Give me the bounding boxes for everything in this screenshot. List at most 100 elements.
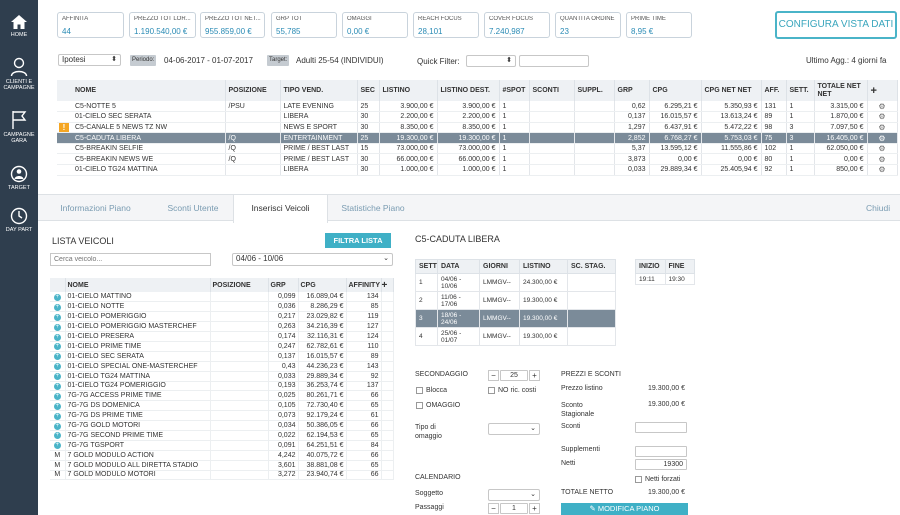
col-header[interactable]: AFFINITY xyxy=(346,278,382,292)
col-header[interactable]: TIPO VEND. xyxy=(280,80,358,101)
row-settings-button[interactable]: ⚙ xyxy=(867,122,898,134)
add-vehicle-row-button[interactable]: + xyxy=(50,420,66,431)
tab-informazioni-piano[interactable]: Informazioni Piano xyxy=(60,203,131,213)
col-header[interactable]: SETT. xyxy=(786,80,815,101)
plan-table-row[interactable]: C5-BREAKIN SELFIE/Q PRIME / BEST LAST 15 73… xyxy=(57,143,898,155)
plan-table-row[interactable]: C5-NOTTE 5/PSU LATE EVENING 25 3.900,00 € 3.… xyxy=(57,101,898,113)
quick-filter-input[interactable] xyxy=(519,55,589,67)
blocca-checkbox[interactable] xyxy=(416,387,423,394)
vehicle-row[interactable]: +7G-7G GOLD MOTORI 0,034 50.386,05 €66 xyxy=(50,420,394,431)
vehicle-row[interactable]: +01-CIELO PRESERA 0,174 32.116,31 €124 xyxy=(50,331,394,342)
vehicle-row[interactable]: +7G-7G DS DOMENICA 0,105 72.730,40 €65 xyxy=(50,400,394,412)
nav-home[interactable]: HOME xyxy=(0,14,38,38)
col-header[interactable]: SUPPL. xyxy=(574,80,615,101)
row-settings-button[interactable]: ⚙ xyxy=(867,111,898,123)
col-header[interactable]: #SPOT xyxy=(499,80,530,101)
secondaggio-input[interactable]: 25 xyxy=(500,370,528,381)
col-header[interactable]: SCONTI xyxy=(529,80,575,101)
col-header[interactable]: SEC xyxy=(357,80,380,101)
sconti-input[interactable] xyxy=(635,422,687,433)
add-vehicle-row-button[interactable]: + xyxy=(50,331,66,342)
col-header[interactable]: AFF. xyxy=(761,80,787,101)
nav-campagne-gara[interactable]: CAMPAGNE GARA xyxy=(0,110,38,144)
row-settings-button[interactable]: ⚙ xyxy=(867,143,898,155)
add-vehicle-row-button[interactable]: + xyxy=(50,410,66,422)
passaggi-input[interactable]: 1 xyxy=(500,503,528,514)
add-vehicle-row-button[interactable]: + xyxy=(50,301,66,313)
add-vehicle-row-button[interactable]: + xyxy=(50,440,66,451)
add-vehicle-row-button[interactable]: + xyxy=(50,321,66,333)
plan-table-row[interactable]: C5-BREAKIN NEWS WE/Q PRIME / BEST LAST 30 6… xyxy=(57,153,898,166)
plan-table-row[interactable]: 01-CIELO TG24 MATTINA LIBERA 30 1.000,00 € 1… xyxy=(57,164,898,176)
vehicle-row[interactable]: M 7 GOLD MODULO ALL DIRETTA STADIO 3,601 38… xyxy=(50,460,394,471)
col-header[interactable]: LISTINO xyxy=(379,80,438,101)
vehicle-row[interactable]: +01-CIELO SPECIAL ONE-MASTERCHEF 0,43 44.2… xyxy=(50,361,394,372)
vehicle-row[interactable]: +7G-7G TGSPORT 0,091 64.251,51 €84 xyxy=(50,440,394,451)
row-settings-button[interactable]: ⚙ xyxy=(867,132,898,144)
filtra-lista-button[interactable]: FILTRA LISTA xyxy=(325,233,391,248)
vehicle-row[interactable]: +01-CIELO NOTTE 0,036 8.286,29 €85 xyxy=(50,301,394,313)
close-link[interactable]: Chiudi xyxy=(866,203,891,213)
col-header[interactable]: GRP xyxy=(614,80,650,101)
secondaggio-decrement-button[interactable]: − xyxy=(488,370,499,381)
plan-table-row[interactable]: 01-CIELO SEC SERATA LIBERA 30 2.200,00 € 2.2… xyxy=(57,111,898,123)
vehicle-row[interactable]: M 7 GOLD MODULO ACTION 4,242 40.075,72 €66 xyxy=(50,450,394,461)
passaggi-decrement-button[interactable]: − xyxy=(488,503,499,514)
row-settings-button[interactable]: ⚙ xyxy=(867,164,898,176)
vehicle-row[interactable]: +7G-7G ACCESS PRIME TIME 0,025 80.261,71 €… xyxy=(50,390,394,402)
col-header[interactable]: GRP xyxy=(268,278,299,292)
add-vehicle-row-button[interactable]: M xyxy=(50,470,66,481)
col-header[interactable]: CPG xyxy=(298,278,347,292)
vehicle-row[interactable]: +01-CIELO TG24 POMERIGGIO 0,193 36.253,74 … xyxy=(50,381,394,392)
tab-inserisci-veicoli[interactable]: Inserisci Veicoli xyxy=(233,195,328,223)
row-settings-button[interactable]: ⚙ xyxy=(867,153,898,166)
tab-sconti-utente[interactable]: Sconti Utente xyxy=(167,203,219,213)
vehicle-row[interactable]: +7G-7G SECOND PRIME TIME 0,022 62.194,53 €… xyxy=(50,430,394,441)
sett-row[interactable]: 4 25/06 - 01/07 LMMGV-- 19.300,00 € xyxy=(415,327,616,346)
add-vehicle-row-button[interactable]: + xyxy=(50,351,66,362)
vehicle-row[interactable]: +7G-7G DS PRIME TIME 0,073 92.179,24 €61 xyxy=(50,410,394,422)
add-vehicle-row-button[interactable]: + xyxy=(50,400,66,412)
plan-table-row[interactable]: ! C5-CANALE 5 NEWS TZ NW NEWS E SPORT 30 8.3… xyxy=(57,122,898,134)
sett-row[interactable]: 3 18/06 - 24/06 LMMGV-- 19.300,00 € xyxy=(415,309,616,328)
add-row-button[interactable]: + xyxy=(867,80,898,101)
secondaggio-increment-button[interactable]: + xyxy=(529,370,540,381)
add-vehicle-row-button[interactable]: M xyxy=(50,460,66,471)
vehicle-search-input[interactable] xyxy=(50,253,211,266)
sett-row[interactable]: 2 11/06 - 17/06 LMMGV-- 19.300,00 € xyxy=(415,291,616,310)
add-vehicle-row-button[interactable]: + xyxy=(50,390,66,402)
supplementi-input[interactable] xyxy=(635,446,687,457)
col-header[interactable]: NOME xyxy=(57,80,226,101)
col-header[interactable]: POSIZIONE xyxy=(210,278,269,292)
add-vehicle-button[interactable]: + xyxy=(381,278,394,292)
add-vehicle-row-button[interactable]: + xyxy=(50,311,66,323)
nav-target[interactable]: TARGET xyxy=(0,165,38,191)
vehicle-row[interactable]: +01-CIELO TG24 MATTINA 0,033 29.889,34 €92 xyxy=(50,371,394,382)
col-header[interactable]: NOME xyxy=(65,278,211,292)
vehicle-row[interactable]: +01-CIELO SEC SERATA 0,137 16.015,57 €89 xyxy=(50,351,394,362)
tab-statistiche-piano[interactable]: Statistiche Piano xyxy=(341,203,405,213)
plan-table-row[interactable]: C5-CADUTA LIBERA/Q ENTERTAINMENT 25 19.300,… xyxy=(57,132,898,144)
vehicle-row[interactable]: +01-CIELO MATTINO 0,099 16.089,04 €134 xyxy=(50,292,394,303)
add-vehicle-row-button[interactable]: + xyxy=(50,361,66,372)
vehicle-row[interactable]: +01-CIELO POMERIGGIO MASTERCHEF 0,263 34.2… xyxy=(50,321,394,333)
soggetto-select[interactable]: ⌄ xyxy=(488,489,540,501)
plan-type-select[interactable]: Ipotesi ⬍ xyxy=(58,54,121,66)
sett-row[interactable]: 1 04/06 - 10/06 LMMGV-- 24.300,00 € xyxy=(415,273,616,292)
configura-vista-button[interactable]: CONFIGURA VISTA DATI xyxy=(775,11,897,39)
passaggi-increment-button[interactable]: + xyxy=(529,503,540,514)
add-vehicle-row-button[interactable]: + xyxy=(50,381,66,392)
netti-forzati-checkbox[interactable] xyxy=(635,476,642,483)
quick-filter-select[interactable]: ⬍ xyxy=(466,55,516,67)
modifica-piano-button[interactable]: ✎ MODIFICA PIANO xyxy=(561,503,688,515)
vehicle-row[interactable]: M 7 GOLD MODULO MOTORI 3,272 23.940,74 €66 xyxy=(50,470,394,481)
no-ric-costi-checkbox[interactable] xyxy=(488,387,495,394)
nav-day-part[interactable]: DAY PART xyxy=(0,207,38,233)
col-header[interactable]: POSIZIONE xyxy=(225,80,281,101)
nav-clienti-campagne[interactable]: CLIENTI E CAMPAGNE xyxy=(0,57,38,91)
vehicle-row[interactable]: +01-CIELO PRIME TIME 0,247 62.782,61 €110 xyxy=(50,341,394,352)
col-header[interactable]: LISTINO DEST. xyxy=(437,80,500,101)
orario-row[interactable]: 19:11 19:30 xyxy=(635,273,695,285)
col-header[interactable]: CPG NET NET xyxy=(701,80,762,101)
vehicle-row[interactable]: +01-CIELO POMERIGGIO 0,217 23.029,82 €119 xyxy=(50,311,394,323)
